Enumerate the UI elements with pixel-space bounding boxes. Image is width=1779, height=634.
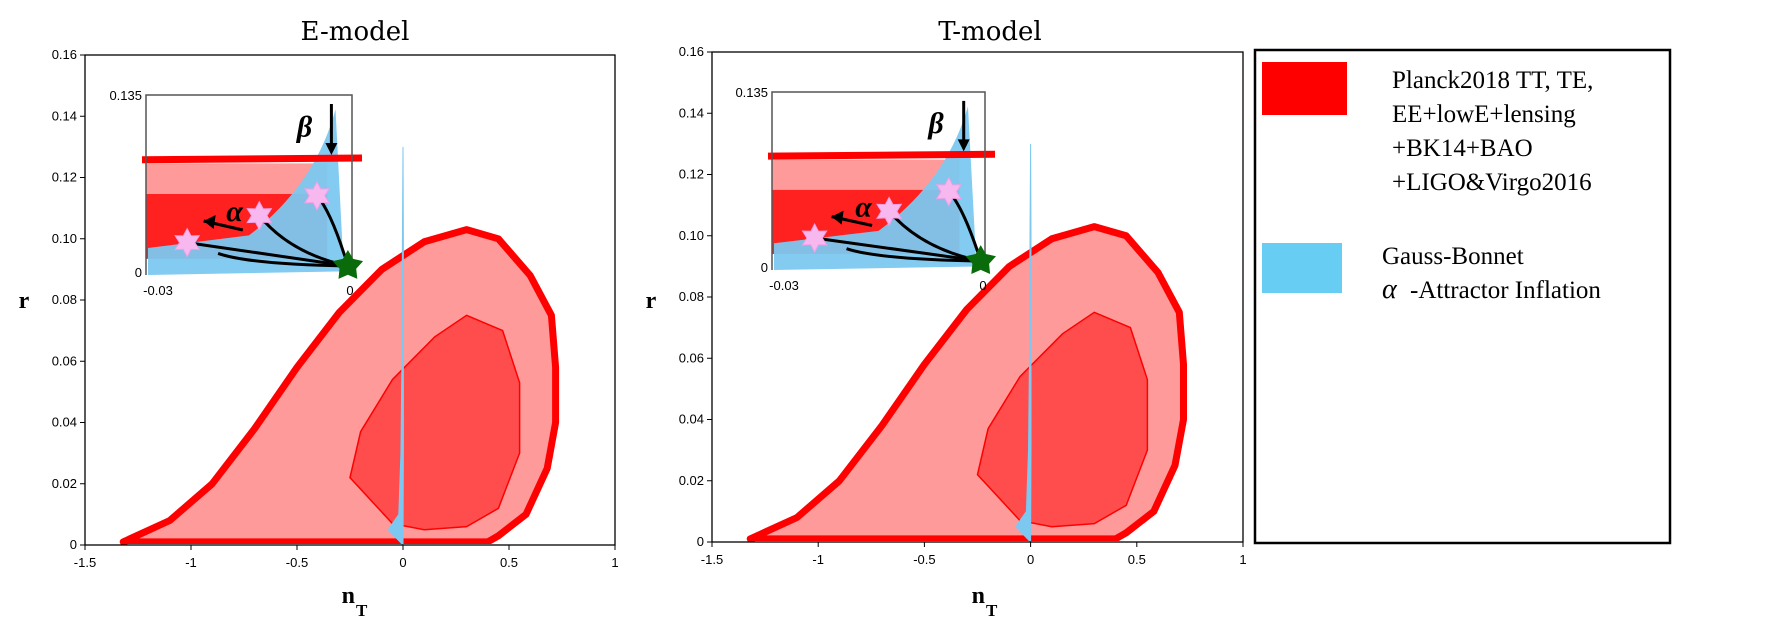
legend-planck-line-4: +LIGO&Virgo2016	[1392, 169, 1592, 196]
e-model-plot-area: -1.5 -1 -0.5 0 0.5 1 0 0.02 0.04 0.06 0.08 0.10 0.12…	[52, 47, 619, 570]
t-model-y-tick-label: 0.10	[679, 228, 704, 243]
t-model-x-tick-label: 1	[1239, 552, 1246, 567]
e-model-y-axis-label: r	[19, 288, 30, 314]
e-model-contour-baseline	[127, 544, 493, 548]
e-model-panel: -1.5 -1 -0.5 0 0.5 1 0 0.02 0.04 0.06 0.08 0.10 0.12…	[19, 17, 619, 620]
e-model-y-tick-label: 0.14	[52, 108, 77, 123]
t-model-x-axis-label: n T	[972, 583, 998, 620]
t-model-inset-curve-4	[846, 247, 981, 263]
e-model-inset-y-tick-bottom: 0	[135, 265, 142, 280]
t-model-inset-frame	[771, 91, 986, 270]
t-model-inset-star-point	[801, 222, 828, 254]
e-model-inset-model-region	[148, 109, 344, 276]
t-model-y-tick-label: 0	[697, 534, 704, 549]
e-model-inset-x-tick-right: 0	[346, 283, 353, 298]
t-model-y-tick-label: 0.12	[679, 167, 704, 182]
e-model-title: E-model	[301, 17, 410, 47]
legend-swatch-planck	[1262, 62, 1347, 115]
t-model-x-tick-label: -0.5	[913, 552, 935, 567]
e-model-inset-y-tick-top: 0.135	[109, 88, 142, 103]
t-model-contour-68	[976, 311, 1149, 528]
t-model-y-tick-label: 0.06	[679, 350, 704, 365]
t-model-inset-star-point	[935, 176, 962, 207]
legend-gb-line-1: Gauss-Bonnet	[1382, 243, 1524, 270]
t-model-y-axis-label: r	[646, 288, 657, 314]
e-model-gauss-bonnet-band	[387, 146, 404, 547]
e-model-x-tick-label: -0.5	[286, 555, 308, 570]
e-model-y-tick-label: 0.04	[52, 415, 77, 430]
legend: Planck2018 TT, TE, EE+lowE+lensing +BK14…	[1253, 48, 1672, 545]
e-model-contour-68	[349, 314, 521, 531]
e-model-x-tick-label: -1	[185, 555, 197, 570]
t-model-x-axis-label-sub: T	[986, 601, 998, 620]
e-model-y-tick-label: 0.06	[52, 353, 77, 368]
e-model-x-tick-label: 0	[399, 555, 406, 570]
legend-gb-line-2: -Attractor Inflation	[1410, 277, 1601, 304]
e-model-inset-alpha-label: α	[226, 195, 243, 228]
t-model-y-tick-label: 0.08	[679, 289, 704, 304]
t-model-x-axis-label-main: n	[972, 583, 985, 609]
e-model-x-axis-label-main: n	[342, 583, 355, 609]
e-model-y-tick-label: 0	[70, 537, 77, 552]
legend-box	[1253, 48, 1672, 545]
t-model-inset-alpha-arrowhead	[831, 210, 844, 225]
t-model-inset-y-tick-bottom: 0	[761, 260, 768, 275]
t-model-x-tick-label: -1	[812, 552, 824, 567]
e-model-x-tick-label: 1	[611, 555, 618, 570]
e-model-x-tick-label: 0.5	[500, 555, 518, 570]
t-model-plot-area: -1.5 -1 -0.5 0 0.5 1 0 0.02 0.04 0.06 0.08 0.10 0.12…	[679, 44, 1247, 567]
e-model-inset-curve-4	[217, 251, 348, 268]
e-model-inset-star-point	[246, 200, 273, 231]
e-model-y-tick-label: 0.02	[52, 476, 77, 491]
t-model-inset-contour-edge	[767, 150, 996, 160]
t-model-inset-curve-1	[814, 236, 981, 263]
t-model-x-tick-label: 0	[1027, 552, 1034, 567]
t-model-title: T-model	[938, 17, 1041, 47]
e-model-inset-beta-label: β	[296, 110, 313, 143]
t-model-inset-endpoint-star	[965, 245, 996, 274]
t-model-panel: -1.5 -1 -0.5 0 0.5 1 0 0.02 0.04 0.06 0.08 0.10 0.12…	[646, 17, 1247, 620]
t-model-y-tick-label: 0.16	[679, 44, 704, 59]
t-model-y-tick-label: 0.14	[679, 105, 704, 120]
t-model-contour-baseline	[754, 541, 1120, 545]
t-model-inset-beta-label: β	[927, 107, 944, 140]
legend-planck-line-3: +BK14+BAO	[1392, 135, 1533, 162]
t-model-x-tick-label: -1.5	[701, 552, 723, 567]
t-model-y-tick-label: 0.02	[679, 473, 704, 488]
e-model-x-axis-label: n T	[342, 583, 368, 620]
t-model-inset-star-point	[876, 196, 903, 227]
e-model-inset-endpoint-star	[332, 250, 364, 279]
t-model-gauss-bonnet-band	[1015, 143, 1032, 544]
legend-swatch-gauss-bonnet	[1262, 243, 1342, 293]
e-model-inset-beta-arrowhead	[325, 143, 338, 155]
e-model-inset-x-tick-left: -0.03	[143, 283, 173, 298]
t-model-inset-beta-arrowhead	[957, 139, 970, 152]
t-model-inset-alpha-label: α	[855, 191, 872, 224]
t-model-inset-x-tick-right: 0	[979, 278, 986, 293]
t-model-inset-x-tick-left: -0.03	[769, 278, 799, 293]
e-model-x-tick-label: -1.5	[74, 555, 96, 570]
legend-planck-line-2: EE+lowE+lensing	[1392, 101, 1576, 128]
e-model-inset-contour-edge	[141, 154, 363, 164]
t-model-inset-model-region	[774, 106, 977, 271]
e-model-y-tick-label: 0.16	[52, 47, 77, 62]
e-model-inset-star-point	[174, 227, 201, 258]
t-model-y-tick-label: 0.04	[679, 412, 704, 427]
e-model-y-tick-label: 0.08	[52, 292, 77, 307]
t-model-x-tick-label: 0.5	[1128, 552, 1146, 567]
e-model-y-tick-label: 0.10	[52, 231, 77, 246]
t-model-inset-y-tick-top: 0.135	[735, 85, 768, 100]
e-model-inset-alpha-arrowhead	[203, 215, 216, 229]
e-model-inset-frame	[145, 94, 353, 275]
e-model-y-tick-label: 0.12	[52, 170, 77, 185]
legend-planck-line-1: Planck2018 TT, TE,	[1392, 67, 1593, 94]
legend-gb-alpha-symbol: α	[1382, 274, 1398, 305]
e-model-inset-curve-1	[186, 241, 349, 268]
e-model-inset-star-point	[303, 180, 331, 211]
e-model-x-axis-label-sub: T	[356, 601, 368, 620]
